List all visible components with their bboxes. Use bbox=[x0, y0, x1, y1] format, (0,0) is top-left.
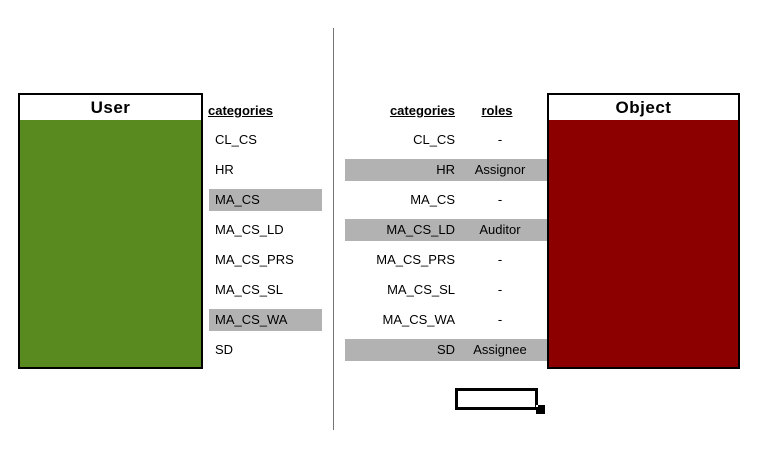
object-category-row-cl-cs[interactable]: CL_CS - bbox=[345, 129, 547, 151]
category-cell: SD bbox=[436, 342, 455, 357]
user-box-body bbox=[20, 120, 201, 367]
object-category-row-ma-cs-ld[interactable]: MA_CS_LD Auditor bbox=[345, 219, 547, 241]
category-cell: HR bbox=[436, 162, 455, 177]
user-category-row-hr[interactable]: HR bbox=[215, 162, 234, 177]
object-category-row-ma-cs-prs[interactable]: MA_CS_PRS - bbox=[345, 249, 547, 271]
object-categories-header: categories bbox=[389, 103, 455, 118]
object-category-row-ma-cs-sl[interactable]: MA_CS_SL - bbox=[345, 279, 547, 301]
user-category-row-ma-cs-prs[interactable]: MA_CS_PRS bbox=[215, 252, 294, 267]
user-box-title: User bbox=[20, 95, 201, 120]
category-cell: MA_CS bbox=[410, 192, 455, 207]
role-cell: - bbox=[497, 192, 503, 207]
user-category-row-ma-cs-sl[interactable]: MA_CS_SL bbox=[215, 282, 283, 297]
role-cell: - bbox=[497, 132, 503, 147]
user-category-row-sd[interactable]: SD bbox=[215, 342, 234, 357]
user-category-row-cl-cs[interactable]: CL_CS bbox=[215, 132, 257, 147]
category-cell: MA_CS_PRS bbox=[376, 252, 455, 267]
roles-header: roles bbox=[481, 103, 513, 118]
role-cell: Auditor bbox=[479, 222, 521, 237]
divider-line bbox=[333, 28, 334, 430]
role-cell: Assignor bbox=[474, 162, 526, 177]
role-cell: - bbox=[497, 312, 503, 327]
user-entity-box[interactable]: User bbox=[18, 93, 203, 369]
object-entity-box[interactable]: Object bbox=[547, 93, 740, 369]
role-cell: - bbox=[497, 252, 503, 267]
user-category-row-ma-cs[interactable]: MA_CS bbox=[209, 189, 322, 211]
category-cell: CL_CS bbox=[413, 132, 455, 147]
object-category-row-ma-cs-wa[interactable]: MA_CS_WA - bbox=[345, 309, 547, 331]
user-categories-header: categories bbox=[208, 103, 274, 118]
object-category-row-hr[interactable]: HR Assignor bbox=[345, 159, 547, 181]
user-category-row-ma-cs-wa[interactable]: MA_CS_WA bbox=[209, 309, 322, 331]
category-cell: MA_CS_SL bbox=[387, 282, 455, 297]
category-cell: MA_CS_WA bbox=[382, 312, 455, 327]
category-cell: MA_CS_LD bbox=[386, 222, 455, 237]
resize-handle[interactable] bbox=[536, 405, 545, 414]
selection-rectangle[interactable] bbox=[455, 388, 538, 410]
object-category-row-sd[interactable]: SD Assignee bbox=[345, 339, 547, 361]
user-category-row-ma-cs-ld[interactable]: MA_CS_LD bbox=[215, 222, 284, 237]
object-box-body bbox=[549, 120, 738, 367]
role-cell: Assignee bbox=[473, 342, 527, 357]
role-cell: - bbox=[497, 282, 503, 297]
object-category-row-ma-cs[interactable]: MA_CS - bbox=[345, 189, 547, 211]
object-box-title: Object bbox=[549, 95, 738, 120]
